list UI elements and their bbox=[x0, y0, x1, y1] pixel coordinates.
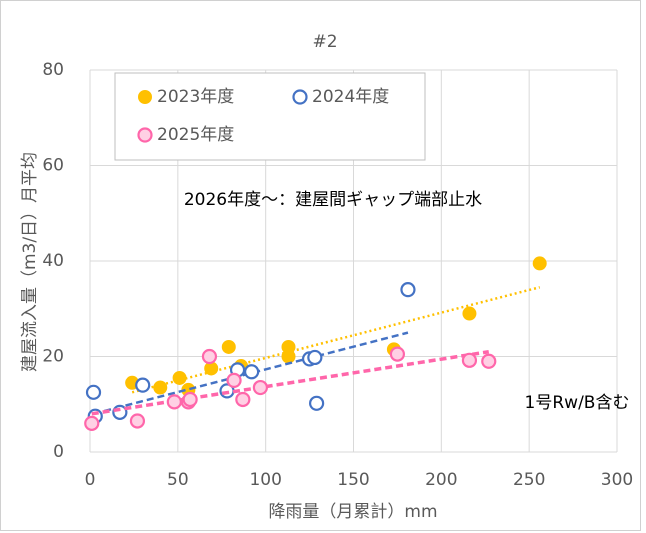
legend-label: 2025年度 bbox=[157, 125, 234, 145]
point bbox=[166, 394, 182, 410]
point bbox=[461, 352, 478, 368]
legend-marker bbox=[292, 89, 308, 105]
x-tick-label: 150 bbox=[337, 470, 369, 490]
point bbox=[182, 391, 198, 408]
point bbox=[235, 391, 251, 408]
point bbox=[129, 413, 146, 429]
legend-marker bbox=[138, 90, 152, 104]
point bbox=[252, 379, 268, 396]
point bbox=[221, 339, 236, 354]
point bbox=[281, 339, 296, 354]
y-tick-label: 80 bbox=[42, 60, 64, 80]
point bbox=[307, 349, 323, 366]
x-tick-label: 300 bbox=[601, 470, 633, 490]
x-tick-label: 200 bbox=[425, 470, 457, 490]
point bbox=[481, 353, 497, 369]
trendline bbox=[131, 286, 541, 394]
x-axis-label: 降雨量（月累計）mm bbox=[268, 502, 437, 522]
legend-marker bbox=[137, 127, 153, 143]
point bbox=[532, 256, 547, 271]
point bbox=[172, 370, 187, 385]
y-tick-label: 40 bbox=[42, 251, 64, 271]
x-tick-label: 100 bbox=[249, 470, 281, 490]
point bbox=[244, 364, 260, 380]
chart-title: #2 bbox=[312, 32, 337, 52]
point bbox=[153, 380, 168, 395]
legend-label: 2024年度 bbox=[312, 87, 389, 107]
annotation: 1号Rw/B含む bbox=[525, 393, 630, 413]
point bbox=[309, 395, 325, 411]
point bbox=[389, 346, 406, 362]
x-tick-label: 50 bbox=[167, 470, 189, 490]
point bbox=[201, 348, 218, 365]
point bbox=[400, 282, 416, 298]
y-tick-label: 0 bbox=[53, 442, 64, 462]
y-tick-label: 20 bbox=[42, 347, 64, 367]
point bbox=[226, 372, 242, 388]
trendline bbox=[93, 331, 409, 416]
y-axis-label: 建屋流入量（m3/日）月平均 bbox=[20, 152, 40, 372]
point bbox=[462, 306, 477, 321]
point bbox=[85, 384, 102, 400]
trendline bbox=[91, 349, 490, 416]
point bbox=[135, 377, 151, 393]
x-tick-label: 0 bbox=[85, 470, 96, 490]
point bbox=[84, 415, 100, 431]
legend-box bbox=[114, 72, 426, 161]
x-tick-label: 250 bbox=[513, 470, 545, 490]
annotation: 2026年度～：建屋間ギャップ端部止水 bbox=[184, 190, 482, 210]
legend-label: 2023年度 bbox=[157, 87, 234, 107]
y-tick-label: 60 bbox=[42, 156, 64, 176]
